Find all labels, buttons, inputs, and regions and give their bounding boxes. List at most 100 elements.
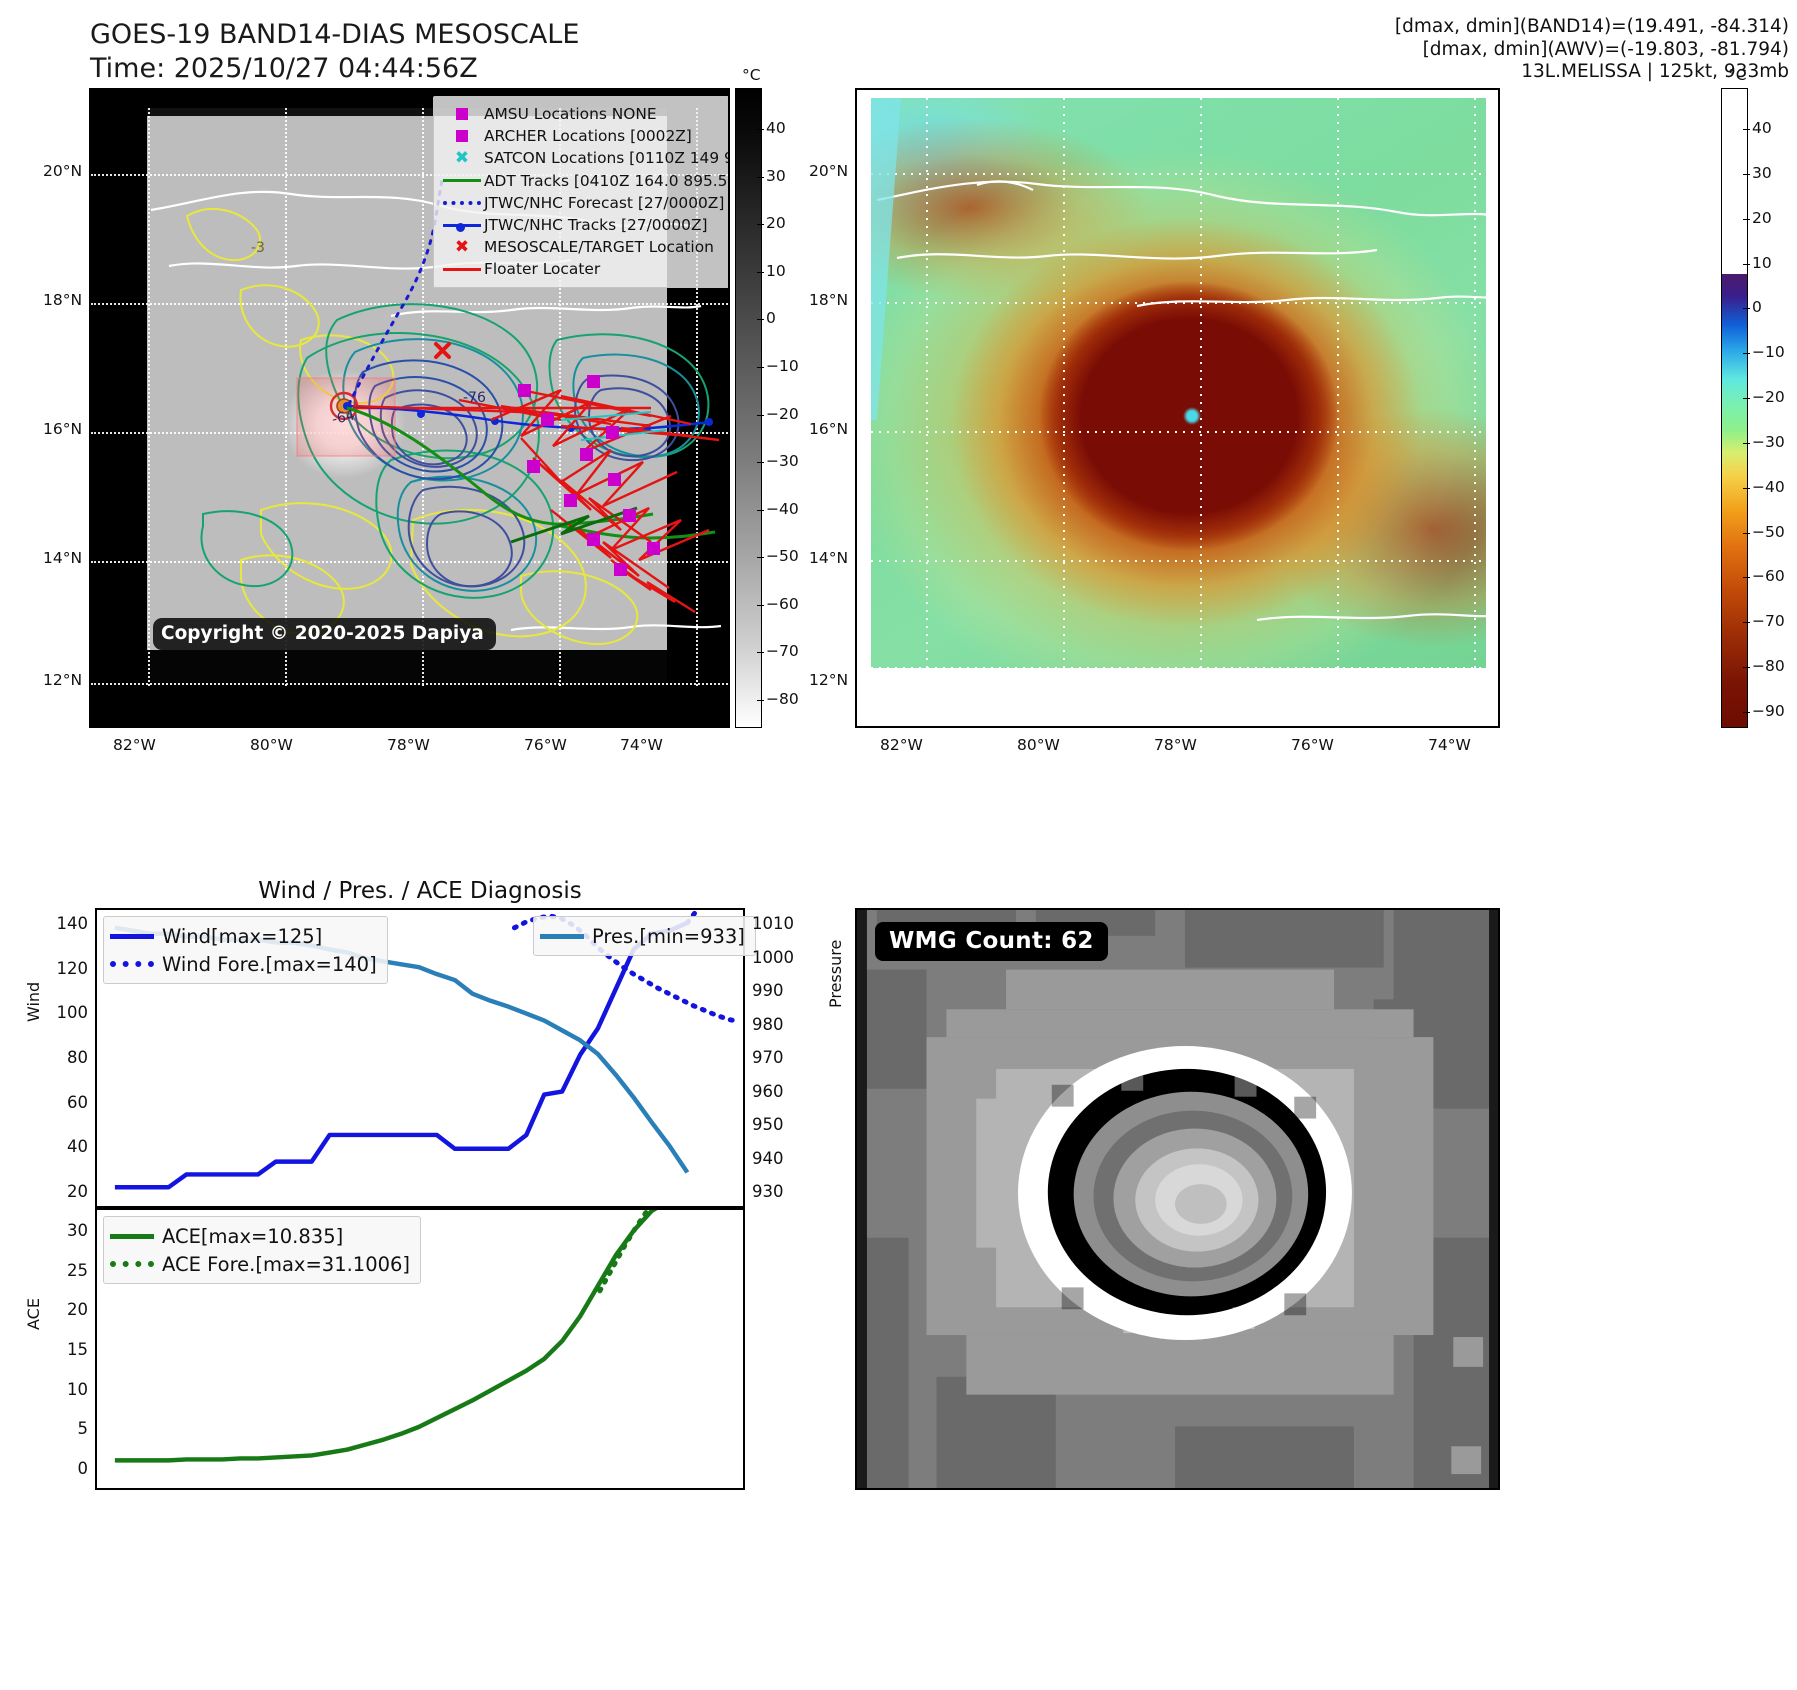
colorbar-tick-label: 20: [766, 214, 786, 233]
colorbar-tick-label: 20: [1752, 208, 1772, 227]
wind-chart-legend: Wind[max=125] Wind Fore.[max=140]: [103, 916, 388, 984]
colorbar-tick-label: −30: [1752, 432, 1785, 451]
wmg-panel[interactable]: WMG Count: 62: [855, 908, 1500, 1490]
time-line: Time: 2025/10/27 04:44:56Z: [90, 53, 478, 84]
axis-tick-label: 80: [67, 1048, 88, 1067]
square-marker-icon: [440, 130, 484, 143]
colorbar-tick-label: −70: [1752, 612, 1785, 631]
ace-chart-legend: ACE[max=10.835] ACE Fore.[max=31.1006]: [103, 1216, 422, 1284]
colorbar-tick-mark: [757, 414, 764, 416]
awv-lon-tick-82w: 82°W: [880, 736, 923, 754]
awv-colorbar[interactable]: [1721, 88, 1748, 728]
lat-tick-14n: 14°N: [43, 549, 83, 567]
ir-image-bottom-edge: [147, 650, 667, 686]
solid-line-icon: [110, 1233, 162, 1239]
ir-satellite-panel[interactable]: -64 -76 -3 AMSU Locations NONE ARCHER Lo…: [89, 88, 730, 728]
legend-label: Wind[max=125]: [162, 924, 323, 948]
colorbar-tick-label: −80: [1752, 657, 1785, 676]
colorbar-tick-label: −50: [1752, 522, 1785, 541]
awv-lat-tick-14n: 14°N: [809, 549, 849, 567]
axis-tick-label: 10: [67, 1379, 88, 1399]
solid-line-icon: [440, 267, 484, 271]
colorbar-tick-mark: [757, 176, 764, 178]
x-marker-icon: ✖: [454, 147, 470, 168]
awv-satellite-panel[interactable]: [855, 88, 1500, 728]
colorbar-tick-label: −40: [766, 499, 799, 518]
colorbar-tick-label: 40: [766, 119, 786, 137]
axis-tick-label: 30: [67, 1221, 88, 1240]
legend-item-archer: ARCHER Locations [0002Z]: [440, 125, 720, 147]
gridline-lat-16n: [91, 432, 728, 434]
ir-image-top-edge: [147, 108, 667, 116]
axis-tick-label: 1000: [752, 947, 794, 967]
ir-contour-overlay: -64 -76 -3: [150, 174, 722, 646]
archer-marker: [518, 375, 660, 576]
gridline-lon-80w: [285, 108, 287, 686]
gridline-lat-12n: [91, 683, 728, 685]
axis-tick-label: 0: [77, 1459, 89, 1478]
wmg-count-badge: WMG Count: 62: [875, 922, 1108, 961]
legend-item-satcon: ✖ SATCON Locations [0110Z 149 926]: [440, 147, 728, 169]
legend-label: ARCHER Locations [0002Z]: [484, 127, 692, 146]
axis-tick-label: 930: [752, 1182, 784, 1201]
wind-pressure-chart[interactable]: Wind[max=125] Wind Fore.[max=140] Pres.[…: [95, 891, 756, 1208]
ir-colorbar[interactable]: [735, 88, 762, 728]
axis-tick-label: 40: [67, 1137, 88, 1157]
header-stats: [dmax, dmin](BAND14)=(19.491, -84.314) […: [1395, 16, 1789, 84]
legend-item-jtwc-forecast: JTWC/NHC Forecast [27/0000Z]: [440, 192, 724, 214]
lat-tick-20n: 20°N: [43, 162, 83, 180]
axis-tick-label: 950: [752, 1115, 784, 1134]
colorbar-tick-mark: [1743, 263, 1750, 265]
legend-label: ACE Fore.[max=31.1006]: [162, 1252, 411, 1276]
colorbar-tick-mark: [757, 509, 764, 511]
legend-label: JTWC/NHC Forecast [27/0000Z]: [484, 193, 725, 212]
colorbar-tick-label: −20: [1752, 388, 1785, 407]
wmg-image: [857, 910, 1498, 1488]
wind-axis-label: Wind: [24, 981, 43, 1022]
lat-tick-12n: 12°N: [43, 671, 83, 689]
awv-lon-tick-78w: 78°W: [1154, 736, 1197, 754]
line-with-marker-icon: [440, 222, 484, 232]
colorbar-tick-mark: [757, 271, 764, 273]
axis-tick-label: 980: [752, 1014, 784, 1034]
legend-label: ACE[max=10.835]: [162, 1224, 344, 1248]
colorbar-tick-label: 10: [766, 261, 786, 280]
awv-lon-tick-80w: 80°W: [1017, 736, 1060, 754]
gridline-lat-14n: [91, 561, 728, 563]
colorbar-tick-label: −20: [766, 404, 799, 423]
colorbar-tick-mark: [1743, 577, 1750, 579]
colorbar-tick-mark: [757, 129, 764, 130]
legend-item-mesoscale-target: ✖ MESOSCALE/TARGET Location: [440, 236, 720, 258]
colorbar-tick-label: 0: [766, 309, 776, 328]
axis-tick-label: 5: [77, 1419, 89, 1439]
storm-id-line: 13L.MELISSA | 125kt, 933mb: [1521, 61, 1789, 82]
legend-label: Wind Fore.[max=140]: [162, 952, 377, 976]
dotted-line-icon: [440, 200, 484, 205]
lon-tick-82w: 82°W: [113, 736, 156, 754]
legend-item-amsu: AMSU Locations NONE: [440, 103, 720, 125]
ace-chart[interactable]: ACE[max=10.835] ACE Fore.[max=31.1006]: [95, 1145, 745, 1490]
solid-line-icon: [440, 179, 484, 183]
colorbar-tick-label: −60: [766, 594, 799, 613]
solid-line-icon: [540, 933, 592, 939]
colorbar-tick-label: 10: [1752, 253, 1772, 272]
colorbar-tick-label: −90: [1752, 702, 1785, 720]
axis-tick-label: 1010: [752, 914, 794, 933]
gridline-lat-20n: [91, 174, 728, 176]
legend-item-floater-locater: Floater Locater: [440, 258, 720, 280]
awv-lat-tick-20n: 20°N: [809, 162, 849, 180]
axis-tick-label: 990: [752, 981, 784, 1000]
dmax-awv-line: [dmax, dmin](AWV)=(-19.803, -81.794): [1422, 38, 1789, 60]
colorbar-tick-label: −50: [766, 547, 799, 566]
colorbar-tick-mark: [1743, 398, 1750, 400]
square-marker-icon: [440, 108, 484, 121]
ace-axis-label: ACE: [24, 1298, 43, 1330]
axis-tick-label: 100: [56, 1003, 89, 1023]
colorbar-tick-mark: [757, 366, 764, 368]
mesoscale-target-marker: [434, 342, 451, 359]
legend-label: ADT Tracks [0410Z 164.0 895.5]: [484, 171, 730, 190]
colorbar-tick-mark: [757, 319, 764, 321]
axis-tick-label: 20: [67, 1300, 88, 1320]
wind-pres-ace-title: Wind / Pres. / ACE Diagnosis: [258, 878, 582, 904]
colorbar-tick-label: −30: [766, 452, 799, 471]
